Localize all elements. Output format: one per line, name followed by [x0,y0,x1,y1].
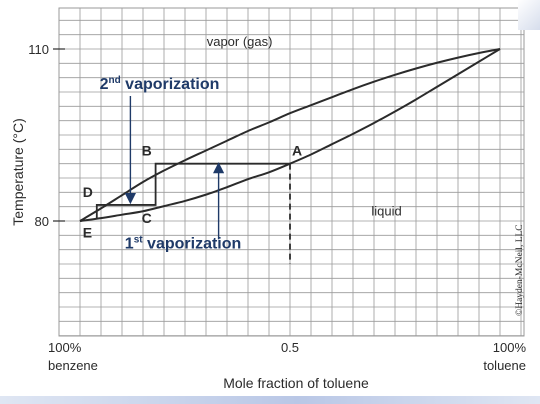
region-label-liquid: liquid [371,203,401,218]
first-vaporization-number: 1 [125,236,134,253]
x-tick-sublabel: benzene [48,358,98,373]
first-vaporization-text: vaporization [143,236,242,253]
second-vaporization-number: 2 [100,76,109,93]
second-vaporization-text: vaporization [121,76,220,93]
point-label-C: C [142,210,152,226]
first-vaporization-label: 1st vaporization [125,235,242,253]
copyright-credit: ©Hayden-McNeil, LLC [514,224,525,316]
region-label-vapor: vapor (gas) [207,34,273,49]
step-path [95,162,290,220]
first-vaporization-suffix: st [134,235,144,246]
vapor-curve [79,48,501,222]
point-label-D: D [83,184,93,200]
x-tick-sublabel: toluene [483,358,526,373]
second-vaporization-suffix: nd [109,75,121,86]
second-vaporization-label: 2nd vaporization [100,75,220,93]
labels: 80 110 100% benzene 0.5 100% toluene Mole fract… [10,34,526,391]
x-tick-label: 0.5 [281,340,299,355]
y-axis-label: Temperature (°C) [10,118,26,226]
point-label-E: E [83,224,92,240]
point-label-A: A [292,143,302,159]
bottom-band [0,396,540,404]
x-axis-label: Mole fraction of toluene [223,375,369,391]
x-tick-label: 100% [48,340,82,355]
y-tick-label: 80 [35,214,49,229]
x-tick-label: 100% [493,340,527,355]
grid [58,7,525,337]
y-tick-label: 110 [28,42,49,57]
point-label-B: B [142,143,152,159]
corner-shade [518,0,540,30]
plot-frame [58,7,525,337]
vaporization-steps [95,96,291,264]
